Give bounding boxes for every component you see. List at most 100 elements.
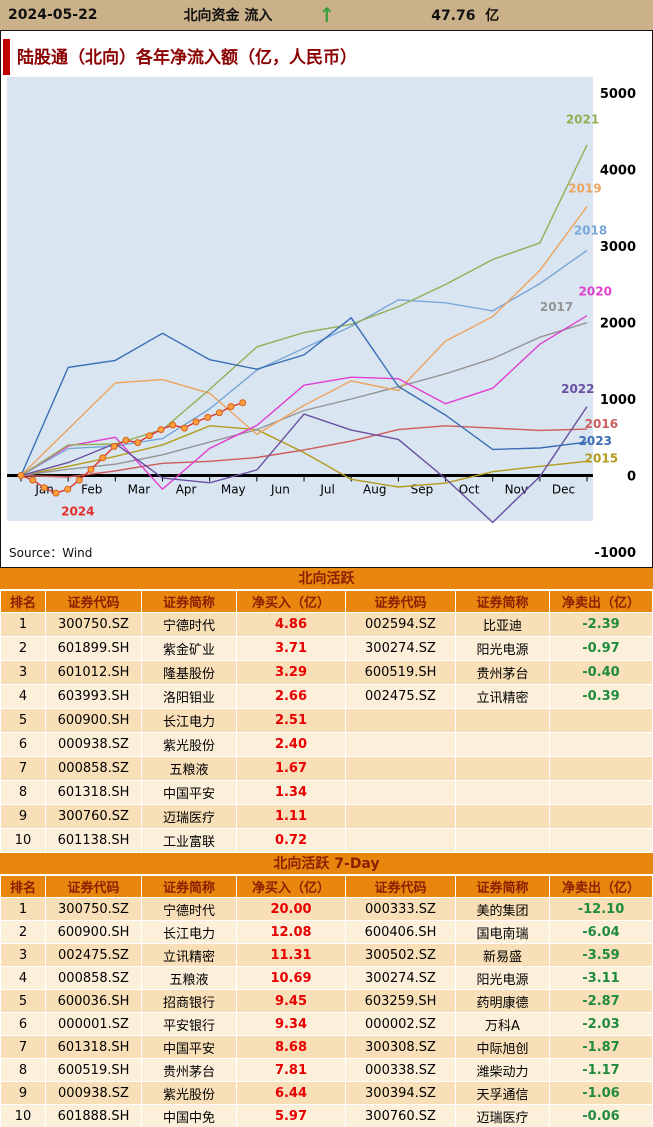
net-sell-cell: -1.87 [549,1035,653,1059]
column-header: 证券简称 [141,875,237,898]
net-sell-cell: -0.06 [549,1104,653,1127]
svg-text:5000: 5000 [600,87,636,102]
net-buy-cell: 12.08 [236,920,346,944]
marker-2024 [227,403,235,411]
sell-name-cell [455,828,550,853]
net-buy-cell: 7.81 [236,1058,346,1082]
rank-cell: 10 [0,1104,46,1127]
marker-2024 [75,476,83,484]
net-buy-cell: 3.71 [236,636,346,661]
sell-name-cell: 国电南瑞 [455,920,550,944]
series-2016 [20,425,588,478]
net-sell-cell [549,828,653,853]
net-buy-cell: 10.69 [236,966,346,990]
table-row: 3 601012.SH 隆基股份 3.29 600519.SH 贵州茅台 -0.40 [0,660,653,685]
rank-cell: 1 [0,612,46,637]
header-row: 排名 证券代码 证券简称 净买入（亿） 证券代码 证券简称 净卖出（亿） [0,590,653,613]
sell-name-cell [455,780,550,805]
buy-name-cell: 长江电力 [141,708,237,733]
column-header: 净卖出（亿） [549,590,653,613]
buy-code-cell: 300760.SZ [45,804,142,829]
svg-text:Mar: Mar [128,483,151,497]
buy-code-cell: 600900.SH [45,920,142,944]
rank-cell: 4 [0,966,46,990]
rank-cell: 7 [0,1035,46,1059]
buy-code-cell: 600036.SH [45,989,142,1013]
buy-code-cell: 601138.SH [45,828,142,853]
sell-code-cell [345,756,456,781]
buy-code-cell: 601318.SH [45,1035,142,1059]
table-row: 2 600900.SH 长江电力 12.08 600406.SH 国电南瑞 -6.04 [0,920,653,944]
buy-code-cell: 000858.SZ [45,966,142,990]
header-row: 排名 证券代码 证券简称 净买入（亿） 证券代码 证券简称 净卖出（亿） [0,875,653,898]
marker-2024 [99,454,107,462]
buy-code-cell: 601318.SH [45,780,142,805]
table-row: 8 601318.SH 中国平安 1.34 [0,780,653,805]
net-sell-cell: -0.40 [549,660,653,685]
net-sell-cell [549,756,653,781]
column-header: 证券简称 [141,590,237,613]
net-buy-cell: 11.31 [236,943,346,967]
svg-text:May: May [221,483,246,497]
sell-code-cell: 600519.SH [345,660,456,685]
net-sell-cell [549,804,653,829]
marker-2024 [239,399,247,407]
flow-amount: 47.76 [431,8,476,24]
svg-text:2000: 2000 [600,317,636,332]
marker-2024 [204,413,212,421]
net-buy-cell: 4.86 [236,612,346,637]
buy-name-cell: 中国平安 [141,1035,237,1059]
buy-name-cell: 平安银行 [141,1012,237,1036]
up-arrow-icon: ↑ [318,3,336,27]
buy-code-cell: 000938.SZ [45,732,142,757]
net-sell-cell: -12.10 [549,897,653,921]
table-row: 3 002475.SZ 立讯精密 11.31 300502.SZ 新易盛 -3.59 [0,943,653,967]
net-sell-cell [549,780,653,805]
rank-cell: 6 [0,732,46,757]
net-sell-cell: -3.11 [549,966,653,990]
series-label-2023: 2023 [579,434,612,448]
buy-name-cell: 贵州茅台 [141,1058,237,1082]
active-table: 排名 证券代码 证券简称 净买入（亿） 证券代码 证券简称 净卖出（亿） 1 300750.SZ… [0,590,653,853]
series-label-2021: 2021 [566,113,599,127]
net-sell-cell: -1.06 [549,1081,653,1105]
net-sell-cell: -0.39 [549,684,653,709]
column-header: 净卖出（亿） [549,875,653,898]
column-header: 证券代码 [45,590,142,613]
buy-name-cell: 长江电力 [141,920,237,944]
buy-name-cell: 五粮液 [141,756,237,781]
table-title: 北向活跃 [0,568,653,590]
marker-2024 [110,442,118,450]
table-row: 9 000938.SZ 紫光股份 6.44 300394.SZ 天孚通信 -1.06 [0,1081,653,1105]
table-title: 北向活跃 7-Day [0,853,653,875]
sell-name-cell: 比亚迪 [455,612,550,637]
svg-text:Feb: Feb [81,483,102,497]
buy-code-cell: 300750.SZ [45,612,142,637]
column-header: 排名 [0,875,46,898]
sell-name-cell: 潍柴动力 [455,1058,550,1082]
sell-code-cell: 000338.SZ [345,1058,456,1082]
sell-name-cell: 中际旭创 [455,1035,550,1059]
svg-text:Nov: Nov [505,483,528,497]
column-header: 净买入（亿） [236,875,346,898]
series-label-2016: 2016 [585,417,618,431]
series-2023 [20,316,588,476]
table-row: 1 300750.SZ 宁德时代 20.00 000333.SZ 美的集团 -12.10 [0,897,653,921]
sell-code-cell: 603259.SH [345,989,456,1013]
net-buy-cell: 3.29 [236,660,346,685]
sell-name-cell [455,804,550,829]
marker-2024 [134,439,142,447]
table-row: 7 000858.SZ 五粮液 1.67 [0,756,653,781]
sell-name-cell: 阳光电源 [455,636,550,661]
series-label-2017: 2017 [540,300,573,314]
series-2020 [20,315,588,491]
buy-name-cell: 立讯精密 [141,943,237,967]
column-header: 证券代码 [345,590,456,613]
net-sell-cell: -2.03 [549,1012,653,1036]
buy-code-cell: 000858.SZ [45,756,142,781]
column-header: 证券代码 [45,875,142,898]
marker-2024 [17,472,25,479]
sell-code-cell: 002475.SZ [345,684,456,709]
sell-code-cell: 000002.SZ [345,1012,456,1036]
